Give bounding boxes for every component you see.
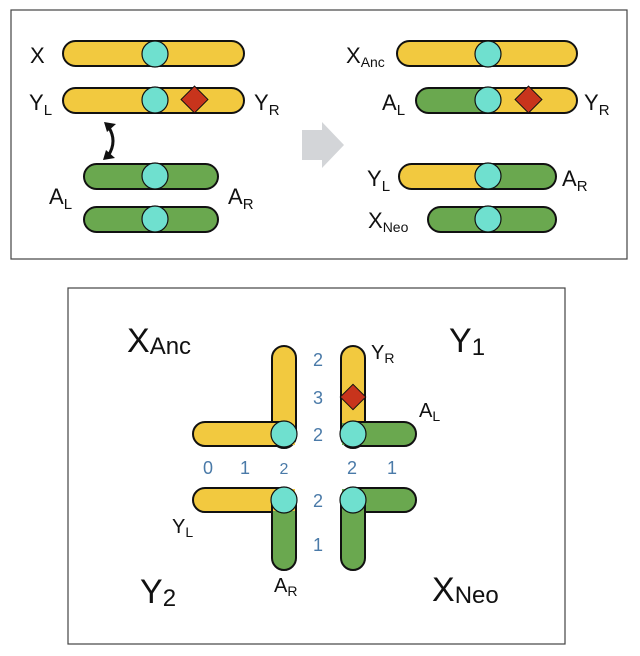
count-row-1-right: 1 bbox=[387, 458, 397, 478]
quad-label-xneo: XNeo bbox=[432, 571, 499, 609]
sex-determining-diamond bbox=[514, 85, 543, 114]
centromere bbox=[339, 486, 367, 514]
autosome-1 bbox=[83, 162, 219, 190]
label-x: X bbox=[30, 43, 45, 68]
right-arrow-icon bbox=[302, 122, 344, 168]
label-yl: YL bbox=[29, 90, 52, 119]
bottom-panel-frame bbox=[67, 287, 566, 645]
count-col-mid: 3 bbox=[313, 388, 323, 408]
double-curved-arrow-icon bbox=[103, 122, 116, 160]
al-arm-green bbox=[416, 88, 488, 113]
count-row-0: 0 bbox=[203, 458, 213, 478]
label-ar: AR bbox=[228, 184, 254, 213]
arm-label-ar: AR bbox=[274, 575, 297, 599]
centromere bbox=[270, 486, 298, 514]
count-col-bottom: 1 bbox=[313, 535, 323, 555]
ar-arm-green bbox=[488, 164, 556, 189]
sex-determining-diamond bbox=[339, 383, 367, 411]
centromere bbox=[474, 86, 502, 114]
yl-arm-yellow bbox=[398, 164, 488, 189]
autosome-2 bbox=[83, 205, 219, 233]
centromere bbox=[141, 86, 169, 114]
quad-label-y2: Y2 bbox=[140, 573, 176, 612]
centromere bbox=[474, 162, 502, 190]
count-col-center-bottom: 2 bbox=[313, 491, 323, 511]
centromere bbox=[141, 162, 169, 190]
label-yl-right: YL bbox=[367, 166, 390, 195]
centromere bbox=[474, 40, 502, 68]
centromere bbox=[474, 205, 502, 233]
chromosome-yl-ar bbox=[398, 162, 557, 190]
sex-determining-diamond bbox=[180, 85, 209, 114]
count-row-2-right: 2 bbox=[347, 458, 357, 478]
centromere bbox=[339, 420, 367, 448]
arm-label-yl: YL bbox=[172, 516, 193, 540]
count-col-center-top: 2 bbox=[313, 425, 323, 445]
count-row-2-left: 2 bbox=[280, 461, 289, 478]
arm-label-al: AL bbox=[419, 400, 440, 424]
label-ar-right: AR bbox=[562, 166, 588, 195]
centromere bbox=[141, 40, 169, 68]
centromere bbox=[270, 420, 298, 448]
pachytene-xneo bbox=[339, 486, 417, 571]
chromosome-neo-y bbox=[415, 85, 578, 114]
top-panel-frame bbox=[10, 9, 628, 260]
quad-label-xanc: XAnc bbox=[127, 322, 191, 360]
arm-label-yr: YR bbox=[371, 342, 394, 366]
label-xanc: XAnc bbox=[346, 43, 385, 70]
label-al-right: AL bbox=[382, 90, 405, 119]
quad-label-y1: Y1 bbox=[449, 322, 485, 361]
chromosome-xanc bbox=[396, 40, 578, 68]
pachytene-xanc bbox=[192, 345, 298, 449]
label-xneo: XNeo bbox=[368, 208, 409, 235]
chromosome-y bbox=[62, 85, 245, 114]
chromosome-xneo bbox=[427, 205, 557, 233]
count-row-1: 1 bbox=[240, 458, 250, 478]
label-yr: YR bbox=[254, 90, 280, 119]
pachytene-y1 bbox=[339, 345, 417, 449]
centromere bbox=[141, 205, 169, 233]
label-yr-right: YR bbox=[584, 90, 610, 119]
pachytene-y2 bbox=[192, 486, 298, 571]
chromosome-x bbox=[62, 40, 245, 68]
count-col-top: 2 bbox=[313, 350, 323, 370]
label-al: AL bbox=[49, 184, 72, 213]
